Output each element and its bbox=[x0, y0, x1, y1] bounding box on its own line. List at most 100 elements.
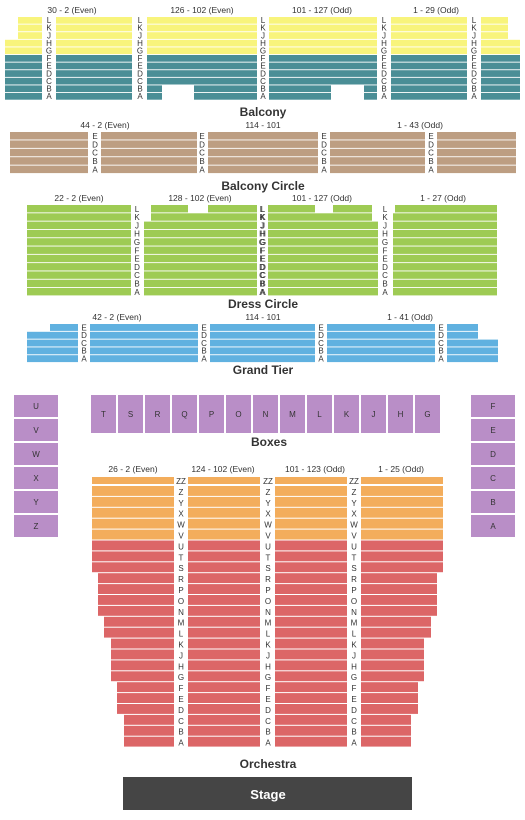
orchestra-row-label-20-0: E bbox=[178, 695, 183, 704]
box-center-O bbox=[226, 395, 251, 433]
dress-circle-row-label-3-0: H bbox=[134, 230, 140, 239]
orchestra-row-label-23-0: B bbox=[178, 728, 183, 737]
dress-circle-row-label-1-3: K bbox=[382, 213, 388, 222]
dress-circle-row-4-block-0 bbox=[27, 238, 131, 246]
dress-circle-row-label-7-2: D bbox=[260, 263, 266, 272]
box-left-V bbox=[14, 419, 58, 441]
grand-tier-row-2-block-0 bbox=[27, 339, 78, 347]
orchestra-row-6-block-3 bbox=[361, 540, 443, 551]
orchestra-row-label-2-2: Y bbox=[351, 499, 357, 508]
dress-circle-row-label-8-1: C bbox=[259, 271, 265, 280]
balcony-row-9-block-0 bbox=[5, 85, 42, 93]
orchestra-row-7-block-1 bbox=[188, 551, 260, 562]
balcony-row-label-0-0: L bbox=[47, 16, 52, 25]
orchestra-row-9-block-0 bbox=[98, 573, 174, 584]
dress-circle-row-1-block-3 bbox=[393, 213, 497, 221]
dress-circle-row-1-block-0 bbox=[27, 213, 131, 221]
balcony-circle-row-4-block-3 bbox=[330, 165, 425, 174]
balcony-row-label-10-3: A bbox=[381, 92, 387, 101]
box-center-K bbox=[334, 395, 359, 433]
orchestra-row-8-block-3 bbox=[361, 562, 443, 573]
balcony-row-label-2-3: J bbox=[382, 31, 386, 40]
stage-block bbox=[123, 777, 412, 810]
orchestra-row-23-block-0 bbox=[124, 725, 174, 736]
orchestra-row-label-18-0: G bbox=[178, 673, 184, 682]
grand-tier-row-4-block-3 bbox=[327, 355, 435, 363]
orchestra-row-12-block-1 bbox=[188, 605, 260, 616]
dress-circle-row-label-8-0: C bbox=[134, 271, 140, 280]
dress-circle-row-2-block-2 bbox=[268, 221, 378, 229]
orchestra-row-22-block-0 bbox=[124, 714, 174, 725]
grand-tier-row-label-2-0: C bbox=[81, 339, 87, 348]
grand-tier-row-1-block-2 bbox=[210, 331, 315, 339]
balcony-circle-row-label-2-3: C bbox=[428, 149, 434, 158]
grand-tier-row-0-block-2 bbox=[210, 324, 315, 331]
orchestra-row-label-10-2: P bbox=[351, 586, 356, 595]
balcony-row-9-block-7 bbox=[481, 85, 520, 93]
balcony-row-0-block-2 bbox=[147, 17, 257, 24]
box-left-Z bbox=[14, 515, 58, 537]
orchestra-row-label-12-2: N bbox=[351, 608, 357, 617]
balcony-circle-row-3-block-4 bbox=[437, 157, 516, 165]
seating-labels: 30 - 2 (Even) 126 - 102 (Even) 101 - 127… bbox=[47, 5, 466, 810]
balcony-header-center-right: 101 - 127 (Odd) bbox=[292, 5, 352, 15]
balcony-row-5-block-2 bbox=[147, 55, 257, 62]
balcony-row-10-block-7 bbox=[481, 93, 520, 100]
balcony-circle-row-0-block-4 bbox=[437, 132, 516, 140]
box-left-label-Z: Z bbox=[34, 522, 39, 531]
balcony-circle-row-label-3-3: B bbox=[428, 157, 433, 166]
balcony-row-label-1-0: K bbox=[46, 24, 52, 33]
dress-circle-row-label-2-0: J bbox=[135, 221, 139, 230]
balcony-circle-row-3-block-3 bbox=[330, 157, 425, 165]
dress-circle-row-6-block-1 bbox=[144, 254, 257, 263]
orchestra-row-label-2-1: Y bbox=[265, 499, 271, 508]
dress-circle-row-5-block-1 bbox=[144, 246, 257, 254]
dress-circle-row-8-block-3 bbox=[393, 271, 497, 279]
orchestra-row-label-9-0: R bbox=[178, 575, 184, 584]
balcony-row-8-block-5 bbox=[481, 77, 520, 85]
grand-tier-row-0-block-3 bbox=[327, 324, 435, 331]
balcony-row-3-block-4 bbox=[391, 39, 467, 47]
grand-tier-row-label-4-1: A bbox=[201, 355, 207, 364]
orchestra-row-label-8-2: S bbox=[351, 564, 356, 573]
orchestra-row-label-20-1: E bbox=[265, 695, 270, 704]
balcony-row-3-block-3 bbox=[269, 39, 377, 47]
orchestra-row-23-block-1 bbox=[188, 725, 260, 736]
dress-circle-row-6-block-2 bbox=[268, 254, 378, 263]
dress-circle-row-7-block-1 bbox=[144, 263, 257, 271]
balcony-row-label-10-2: A bbox=[260, 92, 266, 101]
balcony-row-label-7-1: D bbox=[137, 69, 143, 78]
grand-tier-row-4-block-1 bbox=[90, 355, 198, 363]
dress-circle-row-2-block-0 bbox=[27, 221, 131, 229]
orchestra-row-label-15-1: K bbox=[265, 641, 271, 650]
balcony-row-label-8-2: C bbox=[260, 77, 266, 86]
orchestra-row-label-24-0: A bbox=[178, 739, 184, 748]
balcony-row-label-4-4: G bbox=[471, 47, 477, 56]
orchestra-row-10-block-3 bbox=[361, 584, 437, 594]
balcony-row-9-block-6 bbox=[391, 85, 467, 93]
orchestra-row-7-block-3 bbox=[361, 551, 443, 562]
orchestra-row-label-18-1: G bbox=[265, 673, 271, 682]
orchestra-row-3-block-3 bbox=[361, 507, 443, 518]
orchestra-row-15-block-0 bbox=[111, 638, 174, 649]
orchestra-row-14-block-0 bbox=[104, 627, 174, 638]
grand-tier-row-label-1-2: D bbox=[318, 331, 324, 340]
orchestra-row-24-block-3 bbox=[361, 736, 411, 747]
balcony-circle-row-label-1-0: D bbox=[92, 140, 98, 149]
dress-circle-row-9-block-2 bbox=[268, 279, 378, 288]
orchestra-row-11-block-1 bbox=[188, 595, 260, 605]
balcony-circle-row-label-2-2: C bbox=[321, 149, 327, 158]
orchestra-row-4-block-1 bbox=[188, 518, 260, 529]
orchestra-row-label-21-1: D bbox=[265, 706, 271, 715]
balcony-row-label-3-0: H bbox=[46, 39, 52, 48]
box-center-S bbox=[118, 395, 143, 433]
dress-circle-row-label-1-0: K bbox=[134, 213, 140, 222]
balcony-row-7-block-3 bbox=[269, 70, 377, 77]
balcony-row-label-3-1: H bbox=[137, 39, 143, 48]
balcony-header-right: 1 - 29 (Odd) bbox=[413, 5, 459, 15]
dress-circle-row-label-5-3: F bbox=[383, 246, 388, 255]
box-right-label-B: B bbox=[490, 498, 495, 507]
dress-circle-row-label-9-3: B bbox=[382, 280, 387, 289]
orchestra-row-5-block-3 bbox=[361, 529, 443, 540]
balcony-row-8-block-0 bbox=[5, 77, 42, 85]
